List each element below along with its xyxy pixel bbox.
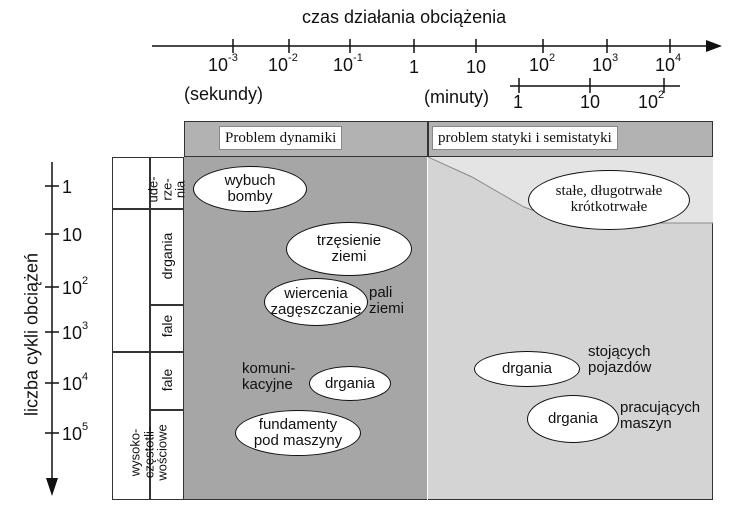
cycles-tick-label: 10 bbox=[62, 225, 83, 245]
minutes-tick-label: 10 bbox=[580, 92, 601, 112]
minutes-tick-label: 102 bbox=[638, 89, 665, 112]
item-trzesienie-ziemi: trzęsienie ziemi bbox=[286, 222, 412, 276]
row-labels-column bbox=[112, 157, 184, 500]
cycles-tick-label: 1 bbox=[62, 177, 73, 197]
label-stojacych-pojazdow: stojących pojazdów bbox=[588, 343, 652, 376]
minutes-unit-label: (minuty) bbox=[424, 87, 490, 107]
cycles-axis-arrowhead bbox=[46, 478, 58, 496]
time-tick-label: 103 bbox=[592, 52, 619, 75]
item-drgania-komunikacyjne: drgania bbox=[309, 366, 391, 401]
label-pali-ziemi: pali ziemi bbox=[369, 284, 405, 317]
row-label-wysokoczestotliwosciowe: wysoko- częstotli- wościowe bbox=[127, 424, 170, 481]
label-komunikacyjne: komuni- kacyjne bbox=[242, 360, 296, 393]
time-axis-ticks bbox=[232, 39, 671, 53]
cycles-tick-label: 102 bbox=[62, 275, 89, 298]
minutes-axis-ticks bbox=[518, 78, 665, 93]
cycles-tick-label: 104 bbox=[62, 371, 89, 394]
header-divider bbox=[427, 121, 429, 157]
row-label-inner-divider bbox=[149, 157, 151, 500]
item-wybuch-bomby: wybuch bomby bbox=[193, 166, 307, 212]
time-tick-label: 10-2 bbox=[268, 52, 298, 75]
row-divider bbox=[112, 351, 184, 353]
row-label-drgania: drgania bbox=[159, 232, 175, 280]
cycles-axis-title: liczba cykli obciążeń bbox=[21, 252, 42, 417]
row-label-fale: fale bbox=[159, 368, 175, 392]
item-fundamenty: fundamenty pod maszyny bbox=[235, 410, 361, 456]
label-pracujacych-maszyn: pracujących maszyn bbox=[620, 399, 701, 432]
time-tick-label: 10-1 bbox=[333, 52, 363, 75]
row-divider bbox=[112, 208, 184, 210]
row-label-fale: fale bbox=[159, 314, 175, 338]
time-tick-label: 10-3 bbox=[208, 52, 238, 75]
header-dynamics: Problem dynamiki bbox=[219, 126, 343, 150]
time-tick-label: 104 bbox=[655, 52, 682, 75]
item-drgania-maszyn: drgania bbox=[527, 395, 619, 443]
minutes-tick-label: 1 bbox=[513, 92, 524, 112]
item-stale-dlugotrwale: stałe, długotrwałe krótkotrwałe bbox=[528, 170, 690, 230]
header-statics: problem statyki i semistatyki bbox=[432, 126, 618, 150]
time-tick-label: 10 bbox=[466, 57, 487, 77]
item-drgania-pojazdow: drgania bbox=[474, 351, 580, 387]
time-axis-title: czas działania obciążenia bbox=[302, 7, 507, 27]
time-axis-arrowhead bbox=[706, 40, 722, 52]
item-wiercenia: wiercenia zagęszczanie bbox=[264, 278, 368, 326]
time-tick-label: 1 bbox=[409, 57, 420, 77]
cycles-tick-label: 103 bbox=[62, 320, 89, 343]
cycles-tick-label: 105 bbox=[62, 421, 89, 444]
time-tick-label: 102 bbox=[529, 52, 556, 75]
row-divider bbox=[149, 304, 184, 306]
cycles-axis-ticks bbox=[45, 185, 59, 434]
seconds-unit-label: (sekundy) bbox=[184, 84, 264, 104]
row-label-uderzenia: ude- rze- nia bbox=[145, 176, 188, 203]
row-divider bbox=[149, 409, 184, 411]
